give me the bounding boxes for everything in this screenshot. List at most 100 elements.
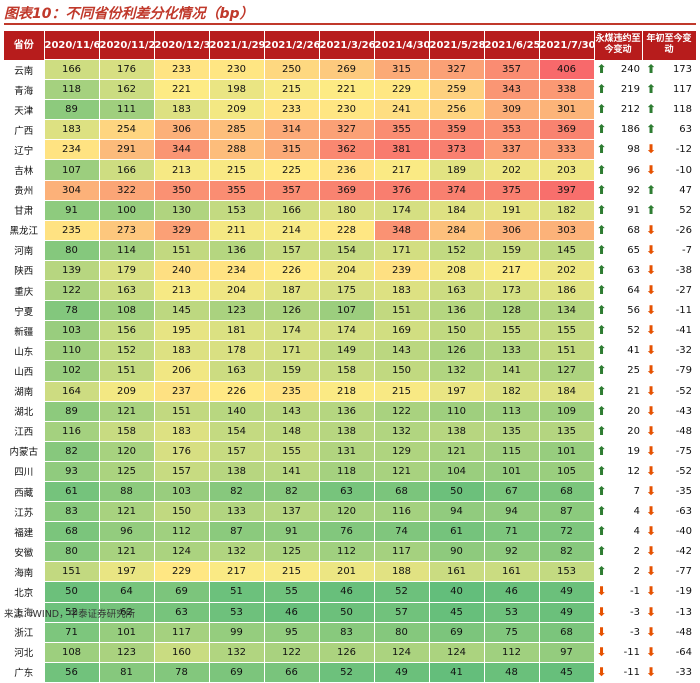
spread-value-cell: 101 (483, 460, 540, 482)
spread-value-cell: 151 (153, 400, 210, 422)
change-arrow-cell: ⬆ (594, 79, 614, 100)
table-row: 黑龙江 235 273 329 211 214 228 348 284 306 303 ⬆ 68 ⬇ -26 (4, 219, 697, 241)
spread-value-cell: 241 (373, 99, 430, 121)
change-arrow-cell: ⬆ (594, 200, 614, 221)
spread-value-cell: 132 (373, 420, 430, 442)
spread-value-cell: 80 (43, 541, 100, 563)
spread-value-cell: 110 (428, 400, 485, 422)
table-row: 陕西 139 179 240 234 226 204 239 208 217 202 ⬆ 63 ⬇ -38 (4, 259, 697, 282)
arrow-down-icon: ⬇ (646, 564, 657, 579)
spread-value-cell: 150 (373, 360, 430, 382)
spread-value-cell: 215 (263, 79, 320, 101)
province-cell: 广西 (4, 119, 44, 140)
arrow-up-icon: ⬆ (596, 182, 607, 197)
spread-value-cell: 116 (373, 501, 430, 523)
table-row: 新疆 103 156 195 181 174 174 169 150 155 155 ⬆ 52 ⬇ -41 (4, 320, 697, 342)
change-value-cell: 219 (614, 79, 643, 100)
spread-value-cell: 174 (263, 320, 320, 342)
spread-value-cell: 67 (483, 480, 540, 503)
spread-value-cell: 198 (208, 79, 265, 101)
spread-value-cell: 91 (43, 199, 100, 221)
arrow-up-icon: ⬆ (646, 182, 657, 197)
arrow-up-icon: ⬆ (596, 484, 607, 499)
change-arrow-cell: ⬆ (594, 280, 614, 301)
change-arrow-cell: ⬆ (594, 360, 614, 381)
spread-value-cell: 93 (43, 460, 100, 482)
province-cell: 山西 (4, 360, 44, 381)
spread-value-cell: 95 (263, 621, 320, 643)
spread-value-cell: 201 (318, 561, 375, 583)
spread-value-cell: 160 (153, 641, 210, 663)
spread-value-cell: 213 (153, 159, 210, 181)
province-cell: 江西 (4, 421, 44, 442)
change-value-cell: 91 (614, 200, 643, 221)
spread-value-cell: 51 (208, 581, 265, 603)
spread-value-cell: 161 (428, 561, 485, 583)
change-arrow-cell: ⬆ (594, 421, 614, 442)
table-row: 西藏 61 88 103 82 82 63 68 50 67 68 ⬆ 7 ⬇ -35 (4, 480, 697, 503)
table-row: 重庆 122 163 213 204 187 175 183 163 173 186 ⬆ 64 ⬇ -27 (4, 280, 697, 302)
spread-value-cell: 215 (263, 561, 320, 583)
table-row: 江西 116 158 183 154 148 138 132 138 135 135 ⬆ 20 ⬇ -48 (4, 420, 697, 442)
spread-value-cell: 155 (263, 440, 320, 462)
spread-value-cell: 111 (98, 99, 155, 121)
header-row: 省份 2020/11/6 2020/11/27 2020/12/31 2021/… (4, 31, 697, 60)
spread-value-cell: 157 (153, 460, 210, 482)
table-row: 云南 166 176 233 230 250 269 315 327 357 406 ⬆ 240 ⬆ 173 (4, 58, 697, 81)
change-arrow-cell: ⬇ (594, 581, 614, 603)
province-cell: 湖北 (4, 401, 44, 422)
spread-value-cell: 124 (428, 641, 485, 663)
spread-value-cell: 115 (483, 440, 540, 462)
spread-value-cell: 121 (98, 400, 155, 422)
spread-value-cell: 273 (98, 219, 155, 241)
spread-value-cell: 183 (153, 340, 210, 362)
change-arrow-cell: ⬇ (594, 602, 614, 623)
spread-value-cell: 91 (263, 521, 320, 543)
arrow-down-icon: ⬇ (646, 403, 657, 418)
change-arrow-cell: ⬆ (594, 220, 614, 241)
table-row: 河南 80 114 151 136 157 154 171 152 159 145 ⬆ 65 ⬇ -7 (4, 239, 697, 261)
spread-value-cell: 204 (208, 280, 265, 302)
spread-value-cell: 211 (208, 219, 265, 241)
spread-value-cell: 357 (263, 179, 320, 201)
spread-value-cell: 171 (263, 340, 320, 362)
province-cell: 四川 (4, 461, 44, 482)
spread-value-cell: 301 (538, 99, 595, 121)
spread-value-cell: 63 (318, 480, 375, 503)
spread-value-cell: 314 (263, 119, 320, 141)
province-cell: 贵州 (4, 180, 44, 201)
figure-title: 图表10：不同省份利差分化情况（bp） (4, 3, 696, 25)
table-row: 四川 93 125 157 138 141 118 121 104 101 105 ⬆ 12 ⬇ -52 (4, 460, 697, 482)
spread-value-cell: 159 (263, 360, 320, 382)
spread-value-cell: 233 (263, 99, 320, 121)
spread-value-cell: 48 (483, 661, 540, 683)
arrow-down-icon: ⬇ (596, 664, 607, 679)
spread-value-cell: 63 (153, 601, 210, 623)
spread-value-cell: 49 (373, 661, 430, 683)
spread-value-cell: 180 (318, 199, 375, 221)
spread-value-cell: 166 (263, 199, 320, 221)
spread-value-cell: 136 (208, 239, 265, 261)
spread-value-cell: 122 (43, 280, 100, 302)
spread-value-cell: 109 (538, 400, 595, 422)
spread-value-cell: 150 (428, 320, 485, 342)
spread-value-cell: 118 (43, 79, 100, 101)
spread-value-cell: 163 (98, 280, 155, 302)
change-value-cell: 56 (614, 300, 643, 321)
header-change-since-default: 永煤违约至今变动 (594, 31, 643, 60)
header-date: 2021/2/26 (264, 31, 320, 60)
spread-value-cell: 154 (318, 239, 375, 261)
change-arrow-cell: ⬇ (642, 662, 663, 683)
province-cell: 安徽 (4, 541, 44, 562)
spread-value-cell: 149 (318, 340, 375, 362)
spread-value-cell: 215 (373, 380, 430, 402)
spread-value-cell: 112 (483, 641, 540, 663)
spread-value-cell: 163 (208, 360, 265, 382)
change-arrow-cell: ⬇ (594, 662, 614, 683)
arrow-up-icon: ⬆ (596, 524, 607, 539)
spread-value-cell: 92 (483, 541, 540, 563)
change-arrow-cell: ⬇ (642, 381, 663, 402)
table-row: 福建 68 96 112 87 91 76 74 61 71 72 ⬆ 4 ⬇ -40 (4, 521, 697, 543)
header-date: 2020/12/31 (154, 31, 210, 60)
spread-value-cell: 333 (538, 139, 595, 161)
